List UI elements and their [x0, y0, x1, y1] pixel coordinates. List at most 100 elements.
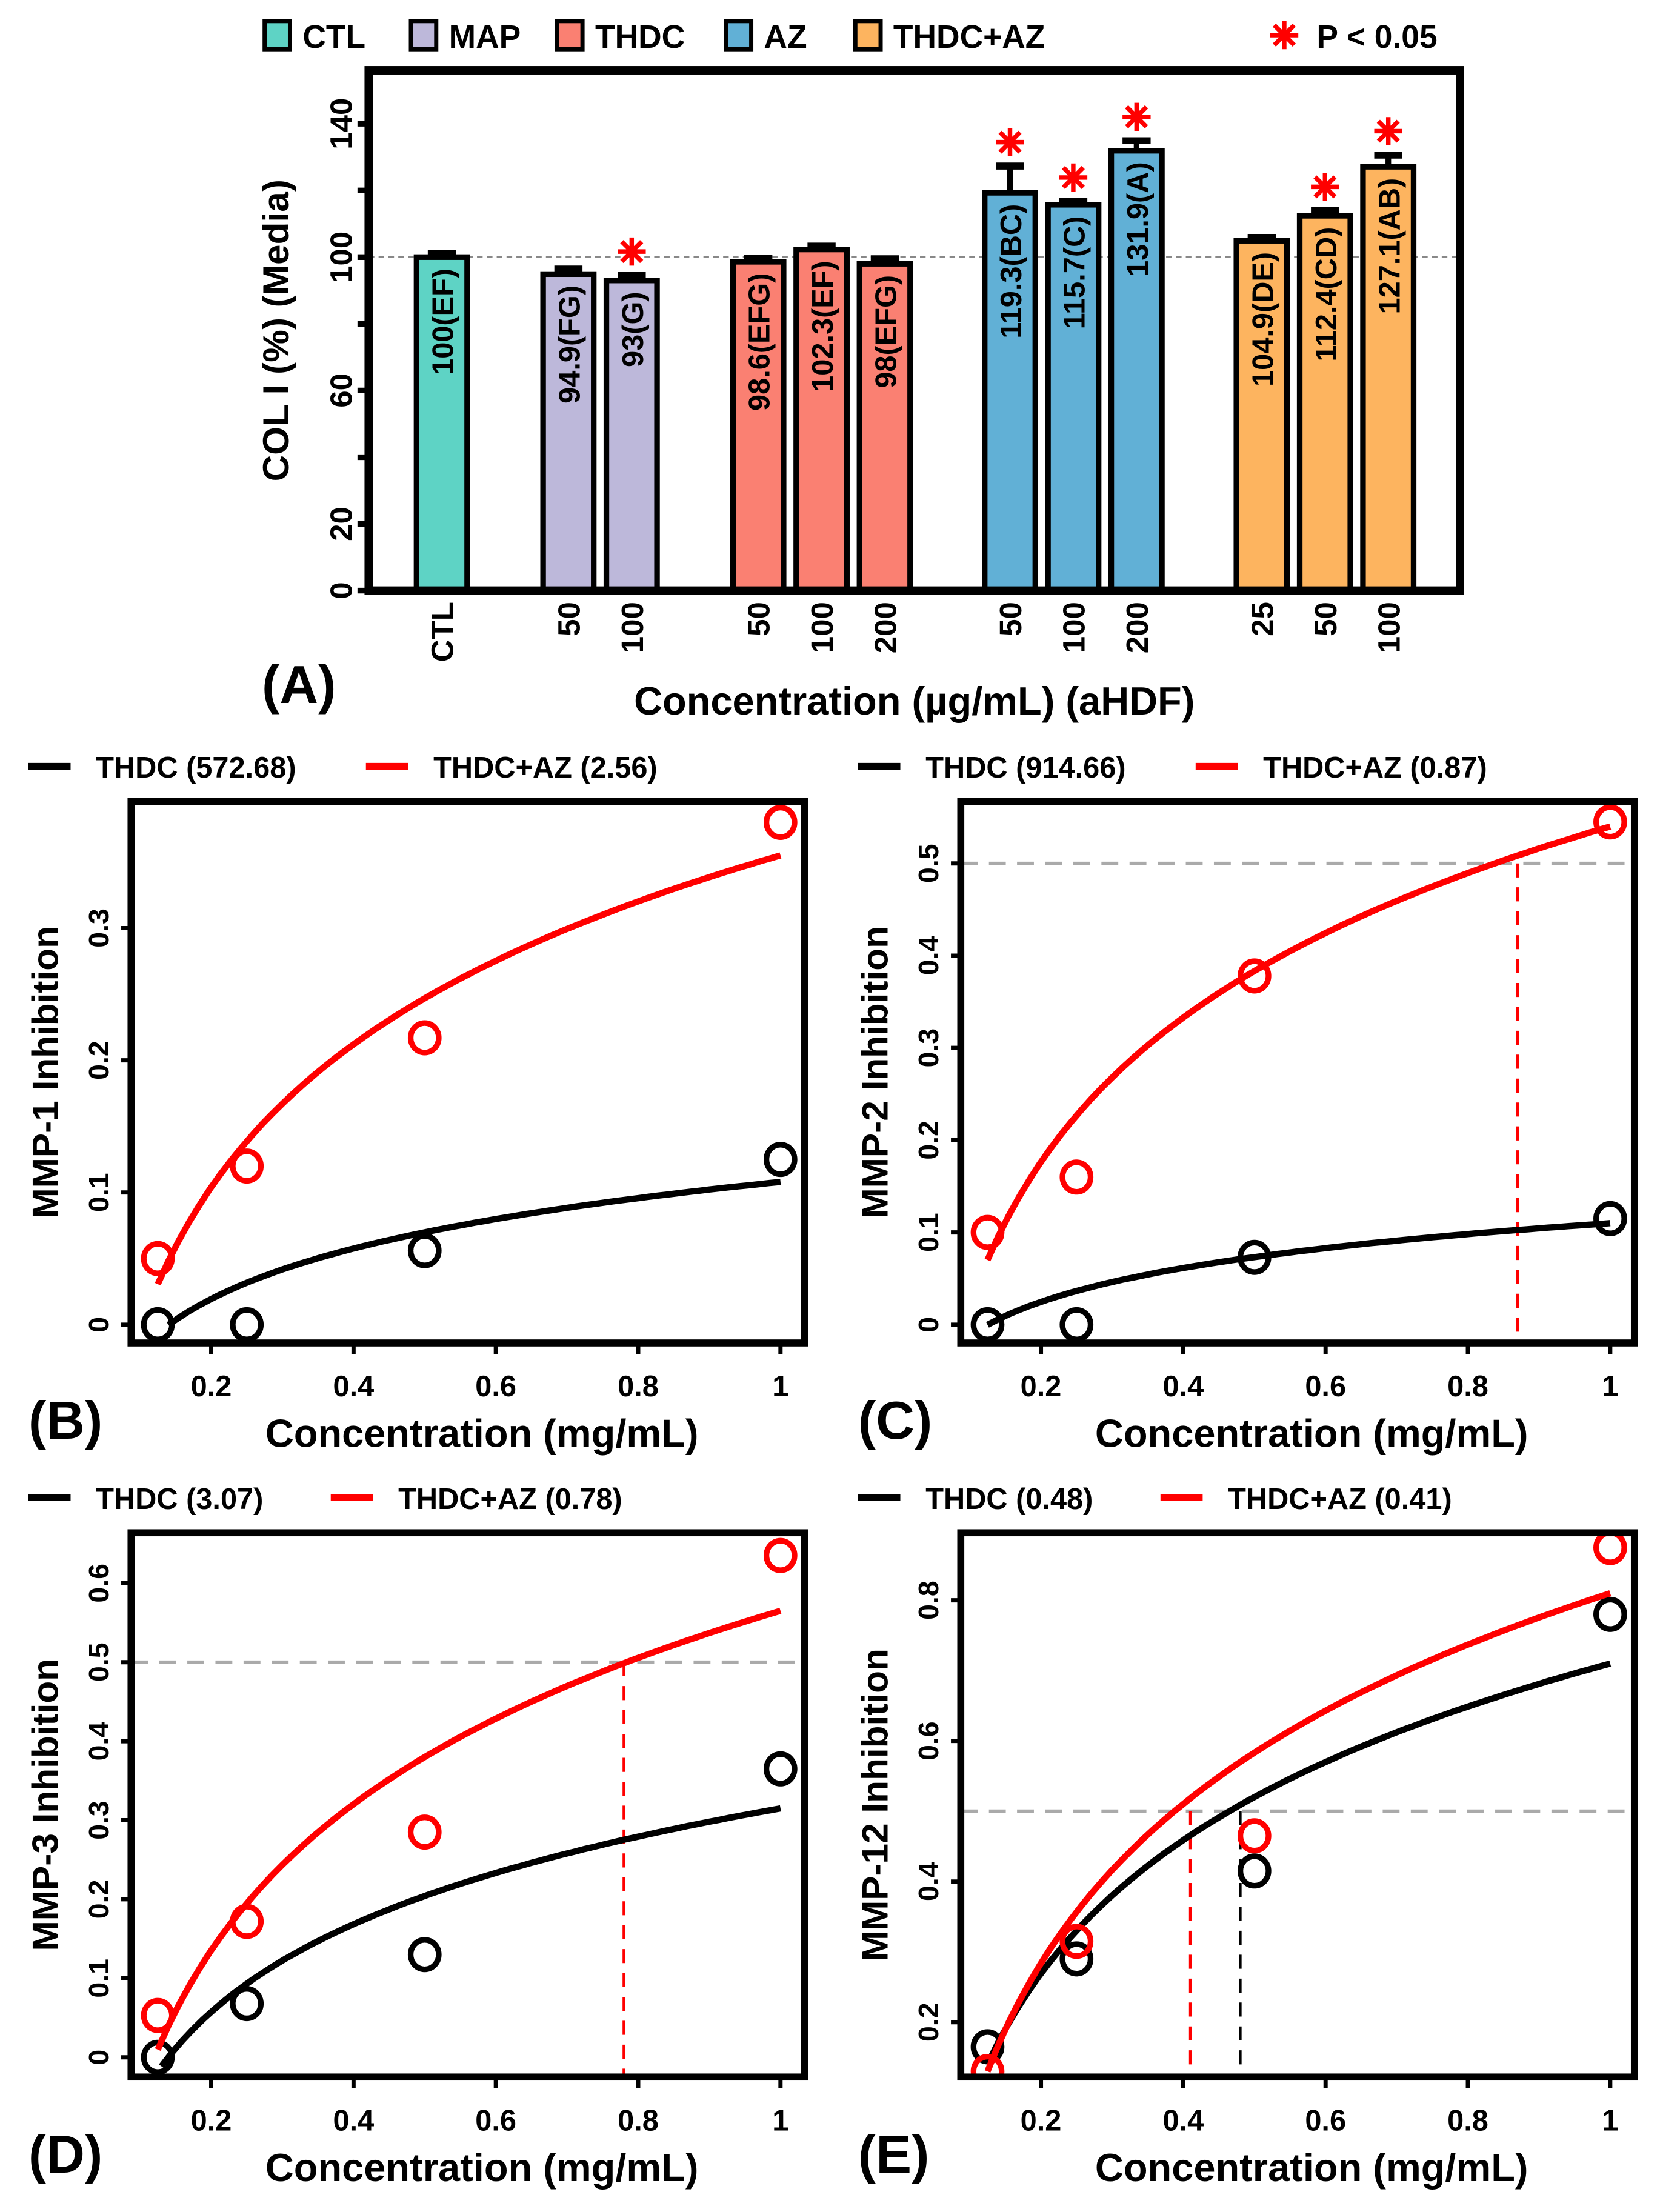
y-tick-label: 0.2: [913, 1121, 944, 1160]
star-stroke: [998, 130, 1022, 154]
significance-star-icon: [1270, 21, 1299, 50]
y-tick-label: 0.2: [83, 1041, 115, 1080]
legend-item-thdc-az: THDC+AZ: [853, 19, 1045, 55]
x-axis-title: Concentration (mg/mL): [1095, 1411, 1528, 1456]
y-tick-label: 0.1: [913, 1213, 944, 1252]
bar-value-label: 93(G): [617, 291, 650, 367]
data-point-thdc-az: [230, 1148, 264, 1184]
x-tick-label: 100: [615, 602, 650, 653]
legend-swatch: [853, 19, 883, 52]
y-tick-label: 0.1: [83, 1959, 115, 1998]
legend-item-thdc-az: THDC+AZ (0.41): [1160, 1483, 1452, 1516]
data-point-thdc-az: [1237, 1818, 1272, 1854]
data-point-thdc: [1237, 1239, 1272, 1275]
data-point-thdc-az: [407, 1814, 442, 1850]
fit-curve-thdc: [984, 1661, 1612, 2066]
y-axis-title: MMP-2 Inhibition: [855, 926, 896, 1219]
y-tick-label: 0.3: [83, 908, 115, 948]
legend-label: THDC (0.48): [925, 1483, 1093, 1516]
x-tick-label: 0.8: [618, 1370, 659, 1403]
x-tick-label: 0.8: [1447, 1370, 1488, 1403]
x-tick-label: 50: [993, 602, 1028, 636]
y-tick-label: 0.2: [83, 1880, 115, 1919]
bar-thdc-az-100: 127.1(AB) 100: [1360, 117, 1417, 653]
plot-frame: [957, 798, 1638, 1347]
data-point-thdc: [407, 1937, 442, 1973]
x-tick-label: 1: [1602, 1370, 1618, 1403]
x-tick-label: 0.4: [1163, 1370, 1204, 1403]
star-stroke: [1272, 23, 1296, 47]
data-point-thdc-az: [763, 804, 798, 840]
plot-area: [131, 1537, 805, 2077]
data-point-thdc: [230, 1986, 264, 2022]
y-tick-label: 0.2: [913, 2002, 944, 2042]
legend-swatch: [555, 19, 585, 52]
y-axis-title: MMP-12 Inhibition: [855, 1648, 896, 1961]
legend-item-thdc: THDC (0.48): [858, 1483, 1093, 1516]
bar-value-label: 100(EF): [427, 268, 460, 375]
panel-label: (B): [28, 1390, 102, 1450]
bar-value-label: 131.9(A): [1122, 162, 1155, 277]
legend-label: AZ: [764, 19, 807, 55]
bar-thdc-az-50: 112.4(CD) 50: [1296, 173, 1353, 636]
plot-area: [961, 804, 1635, 1343]
fit-curve-thdc: [159, 1805, 781, 2068]
x-tick-label: 100: [1056, 602, 1091, 653]
y-tick-label: 0.3: [83, 1801, 115, 1840]
x-axis-title: Concentration (µg/mL) (aHDF): [634, 679, 1195, 723]
star-stroke: [1125, 105, 1148, 128]
data-point-thdc: [1593, 1596, 1627, 1632]
legend-label: THDC (914.66): [925, 751, 1125, 784]
bar-value-label: 102.3(EF): [807, 261, 839, 392]
data-point-thdc: [1237, 1853, 1272, 1889]
y-tick-label: 0.6: [913, 1721, 944, 1761]
x-tick-label: 0.4: [333, 2104, 374, 2137]
x-tick-label: 0.2: [191, 2104, 232, 2137]
x-tick-label: 0.2: [191, 1370, 232, 1403]
y-tick-label: 0.1: [83, 1173, 115, 1212]
legend-swatch: [724, 19, 754, 52]
bar-value-label: 98.6(EFG): [744, 273, 776, 411]
x-tick-label: 100: [805, 602, 839, 653]
bar-map-50: 94.9(FG) 50: [540, 265, 597, 636]
fit-curve-thdc-az: [155, 852, 782, 1286]
y-tick-label: 0.4: [913, 1862, 944, 1901]
significance-star-icon: [1374, 117, 1402, 145]
panel-c-dose-response-chart: THDC (914.66) THDC+AZ (0.87) 0.2 0.4 0.6 0.8 1…: [855, 751, 1638, 1456]
star-stroke: [1061, 165, 1085, 189]
y-tick-label: 0: [83, 2050, 115, 2065]
x-tick-label: 100: [1372, 602, 1406, 653]
legend-label: MAP: [449, 19, 521, 55]
legend-item-ctl: CTL: [262, 19, 365, 55]
y-tick-label: 0.5: [83, 1642, 115, 1682]
data-point-thdc: [141, 1307, 175, 1342]
legend-item-map: MAP: [408, 19, 521, 55]
significance-star-icon: [1059, 163, 1088, 192]
data-point-thdc-az: [1059, 1924, 1094, 1959]
star-stroke: [620, 240, 644, 264]
x-tick-label: 0.2: [1021, 2104, 1062, 2137]
panel-d-dose-response-chart: THDC (3.07) THDC+AZ (0.78) 0.2 0.4 0.6 0.8 1 0 0…: [25, 1483, 808, 2190]
x-tick-label: 0.6: [475, 2104, 516, 2137]
data-point-thdc: [407, 1233, 442, 1268]
bar: [603, 278, 660, 594]
data-point-thdc-az: [763, 1537, 798, 1573]
bar-value-label: 94.9(FG): [553, 285, 586, 404]
data-point-thdc-az: [1593, 804, 1627, 840]
x-tick-label: 0.6: [475, 1370, 516, 1403]
legend-label: THDC+AZ (0.87): [1263, 751, 1487, 784]
data-point-thdc-az: [970, 1214, 1005, 1250]
plot-frame: [127, 1529, 808, 2081]
x-tick-label: 50: [1308, 602, 1343, 636]
y-axis-title: MMP-1 Inhibition: [25, 926, 66, 1219]
bar-thdc-az-25: 104.9(DE) 25: [1233, 234, 1290, 636]
x-tick-label: 0.4: [333, 1370, 374, 1403]
y-axis-title: COL I (%) (Media): [255, 179, 296, 481]
x-tick-label: 200: [1120, 602, 1155, 653]
bar-ctl-ctl: 100(EF) CTL: [413, 250, 470, 662]
panel-a-bar-chart: CTL MAP THDC AZ THDC+AZ P < 0.05 100(EF) CTL 94.…: [255, 19, 1465, 723]
data-point-thdc: [1593, 1201, 1627, 1236]
significance-star-icon: [1122, 102, 1151, 132]
y-axis-title: MMP-3 Inhibition: [25, 1659, 66, 1951]
bar-thdc-100: 102.3(EF) 100: [793, 242, 850, 653]
